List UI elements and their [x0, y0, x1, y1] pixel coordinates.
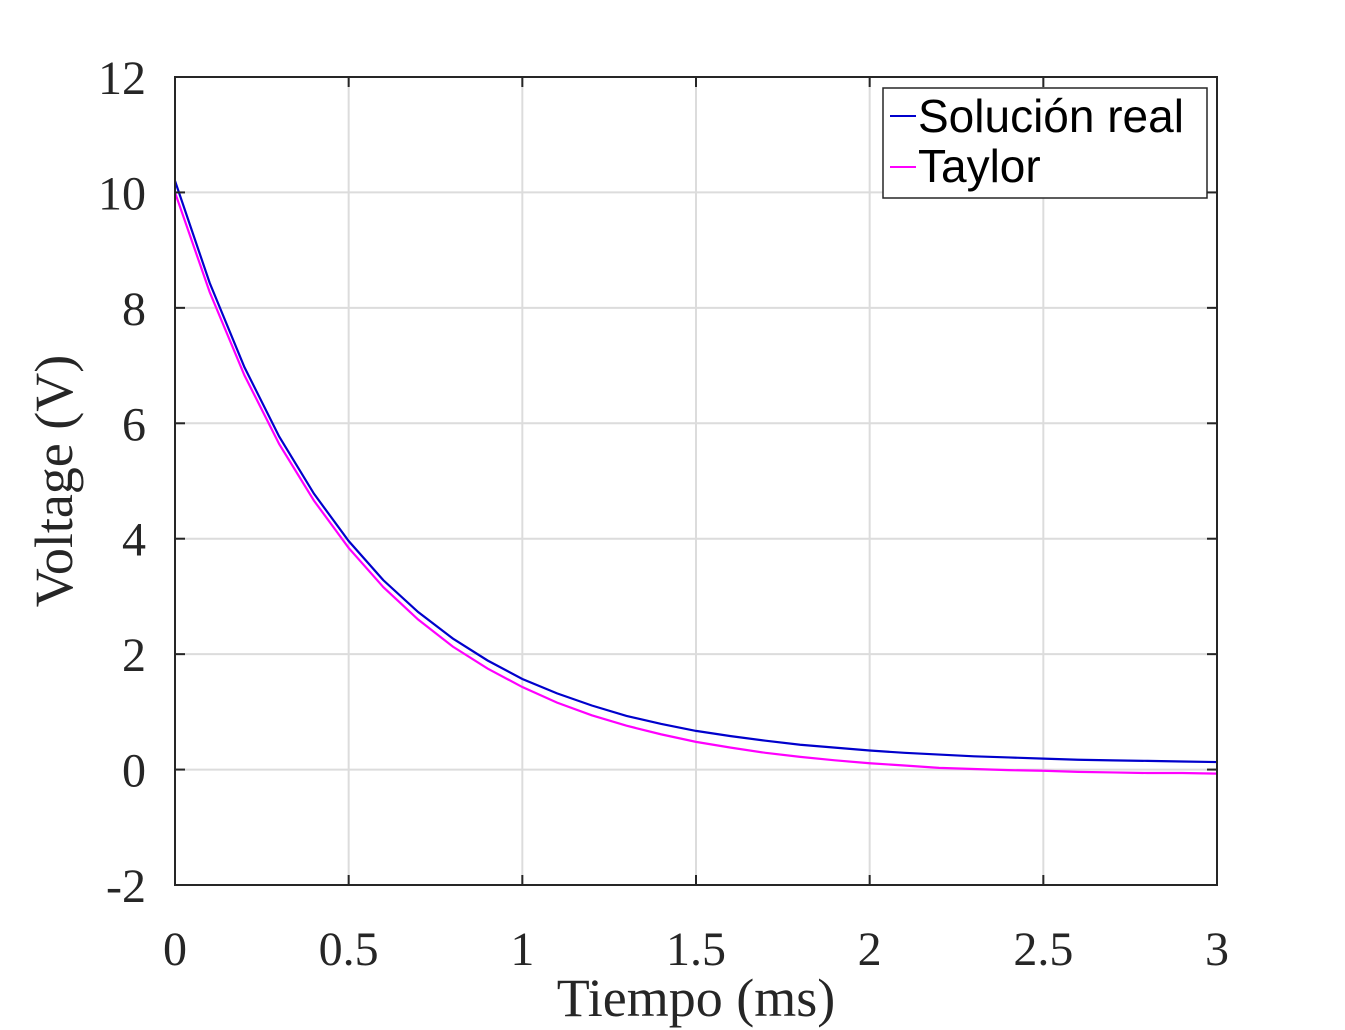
x-tick-label: 1 [510, 923, 534, 976]
legend-box [882, 87, 1208, 199]
legend-label-solucion-real: Solución real [918, 90, 1184, 142]
y-tick-label: 0 [122, 745, 146, 798]
y-tick-label: 12 [98, 52, 146, 105]
series-group [173, 180, 1218, 775]
tick-marks [174, 76, 1218, 886]
legend-label-taylor: Taylor [918, 140, 1041, 192]
series-line-solucion-real [173, 180, 1218, 764]
x-tick-label: 3 [1205, 923, 1229, 976]
x-tick-label: 2.5 [1013, 923, 1073, 976]
x-tick-label: 0 [163, 923, 187, 976]
x-tick-label: 2 [858, 923, 882, 976]
x-tick-label: 0.5 [319, 923, 379, 976]
x-tick-labels: 0 0.5 1 1.5 2 2.5 3 [163, 923, 1229, 976]
y-tick-label: 4 [122, 514, 146, 567]
y-tick-labels: -2 0 2 4 6 8 10 12 [98, 52, 146, 913]
y-tick-label: 6 [122, 398, 146, 451]
series-line-taylor [173, 192, 1218, 775]
y-tick-label: 10 [98, 167, 146, 220]
y-tick-label: 2 [122, 629, 146, 682]
y-tick-label: 8 [122, 283, 146, 336]
x-axis-label: Tiempo (ms) [557, 968, 836, 1028]
y-tick-label: -2 [106, 860, 146, 913]
x-tick-label: 1.5 [666, 923, 726, 976]
legend: Solución real Taylor [882, 87, 1208, 199]
y-axis-label: Voltage (V) [24, 355, 84, 607]
